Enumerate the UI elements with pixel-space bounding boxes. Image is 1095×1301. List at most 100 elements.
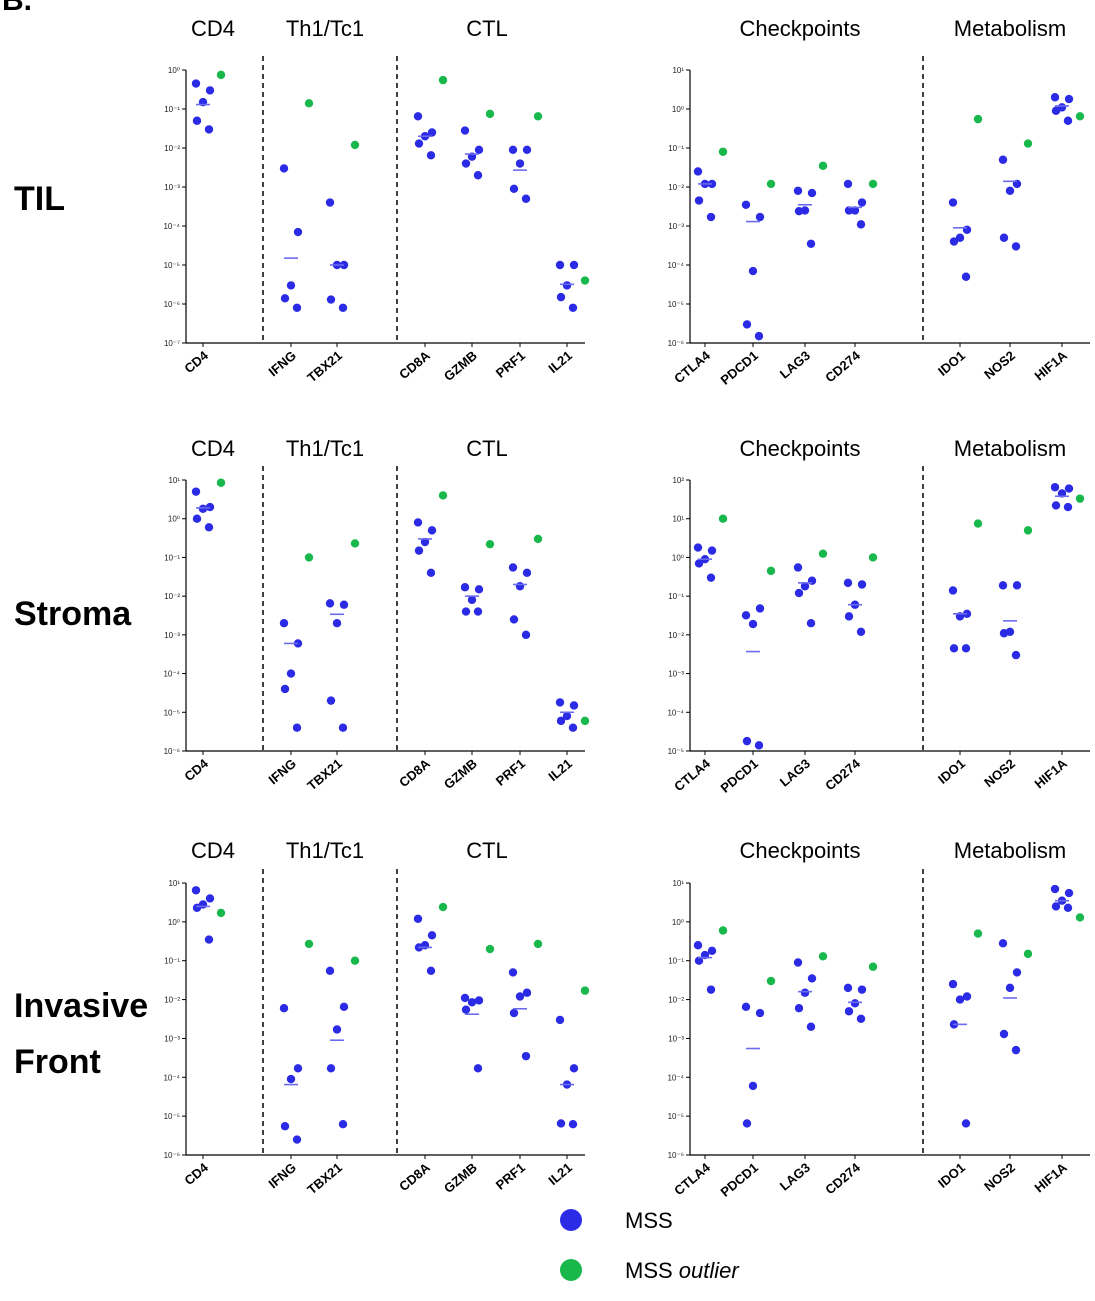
- point-mss-ifng: [279, 1003, 289, 1013]
- y-tick-label: 10⁻²: [164, 144, 180, 153]
- panel-til-right: Checkpoints Metabolism 10¹ 10⁰ 10⁻¹ 10⁻² 10⁻³ 1…: [667, 16, 1090, 388]
- point-mss-pdcd1: [742, 1119, 752, 1128]
- y-tick-label: 10⁰: [672, 105, 684, 114]
- x-tick-label: CD274: [822, 755, 863, 793]
- point-outlier-tbx21: [350, 140, 360, 150]
- point-outlier-ifng: [304, 939, 314, 949]
- y-tick-label: 10⁰: [168, 918, 180, 927]
- point-mss-ctla4: [707, 546, 717, 555]
- x-tick-label: TBX21: [304, 348, 345, 386]
- point-outlier-il21: [580, 716, 590, 726]
- point-outlier-ido1: [973, 114, 983, 124]
- point-mss-cd274: [844, 612, 854, 621]
- x-tick-label: NOS2: [981, 348, 1018, 382]
- point-mss-prf1: [522, 988, 532, 997]
- group-header: Metabolism: [954, 16, 1066, 41]
- y-tick-label: 10⁻⁶: [164, 747, 180, 756]
- point-outlier-tbx21: [350, 539, 360, 548]
- y-tick-label: 10⁻⁵: [668, 747, 684, 756]
- y-tick-label: 10¹: [672, 879, 684, 888]
- x-tick-label: CD274: [822, 1159, 863, 1197]
- point-mss-prf1: [515, 582, 525, 591]
- point-mss-pdcd1: [755, 604, 765, 613]
- point-mss-prf1: [508, 145, 518, 154]
- point-mss-ido1: [961, 1119, 971, 1128]
- point-outlier-gzmb: [485, 944, 495, 954]
- point-mss-lag3: [793, 958, 803, 967]
- x-tick-label: PRF1: [493, 348, 528, 381]
- point-mss-ctla4: [707, 946, 717, 955]
- point-mss-ctla4: [693, 941, 703, 950]
- point-mss-cd8a: [413, 914, 423, 923]
- point-mss-gzmb: [461, 1005, 471, 1014]
- x-tick-label: CD8A: [396, 1159, 433, 1194]
- point-mss-cd4: [191, 487, 201, 496]
- point-mss-ifng: [292, 303, 302, 312]
- point-mss-hif1a: [1050, 93, 1060, 102]
- x-tick-label: PRF1: [493, 1160, 528, 1193]
- y-tick-label: 10⁻²: [164, 592, 180, 601]
- point-mss-ctla4: [694, 559, 704, 568]
- x-tick-label: CD8A: [396, 347, 433, 382]
- legend-label: MSS outlier: [625, 1258, 740, 1283]
- x-tick-label: PDCD1: [718, 1160, 761, 1200]
- point-mss-tbx21: [339, 1002, 349, 1012]
- point-mss-cd8a: [414, 139, 424, 148]
- point-mss-ifng: [280, 1122, 290, 1131]
- x-tick-label: NOS2: [981, 756, 1018, 790]
- point-mss-prf1: [521, 194, 531, 203]
- point-mss-ido1: [949, 237, 959, 246]
- x-tick-label: CD4: [181, 1159, 211, 1188]
- x-tick-label: HIF1A: [1032, 1159, 1071, 1195]
- x-tick-label: IL21: [545, 1160, 575, 1188]
- x-tick-label: IFNG: [265, 1160, 298, 1191]
- point-mss-hif1a: [1051, 902, 1061, 911]
- point-mss-ido1: [955, 233, 965, 242]
- point-mss-cd274: [843, 578, 853, 588]
- point-mss-cd8a: [414, 546, 424, 555]
- point-mss-cd274: [844, 206, 854, 215]
- y-tick-label: 10⁻³: [164, 183, 180, 192]
- point-mss-gzmb: [474, 996, 484, 1005]
- point-mss-gzmb: [460, 126, 470, 135]
- point-mss-ctla4: [693, 167, 703, 176]
- point-mss-cd4: [192, 903, 202, 913]
- point-outlier-nos2: [1023, 526, 1033, 535]
- point-outlier-pdcd1: [766, 566, 776, 576]
- point-outlier-gzmb: [485, 109, 495, 119]
- panel-invasive-front-right: Checkpoints Metabolism 10¹ 10⁰ 10⁻¹ 10⁻² 10⁻³ 1…: [667, 838, 1090, 1200]
- legend: MSS MSS outlier: [560, 1208, 740, 1283]
- y-tick-label: 10⁻²: [668, 631, 684, 640]
- point-mss-cd4: [205, 502, 215, 512]
- point-mss-il21: [569, 1064, 579, 1073]
- point-mss-cd8a: [427, 931, 437, 940]
- point-mss-gzmb: [461, 607, 471, 616]
- point-mss-ctla4: [694, 196, 704, 205]
- point-mss-lag3: [793, 563, 803, 572]
- point-mss-pdcd1: [741, 1002, 751, 1012]
- point-mss-cd274: [856, 627, 866, 636]
- panel-til-left: CD4 Th1/Tc1 CTL 10⁰ 10⁻¹ 10⁻² 10⁻³ 10⁻⁴ 10⁻⁵ 10⁻⁶…: [163, 16, 590, 386]
- y-tick-label: 10⁻¹: [668, 144, 684, 153]
- point-outlier-gzmb: [485, 539, 495, 549]
- point-mss-nos2: [999, 629, 1009, 638]
- y-tick-label: 10⁻⁵: [164, 708, 180, 717]
- point-mss-cd4: [205, 86, 215, 95]
- y-tick-label: 10⁻⁴: [667, 708, 684, 717]
- group-header: Th1/Tc1: [286, 838, 364, 863]
- point-outlier-cd8a: [438, 75, 448, 85]
- point-mss-lag3: [800, 988, 810, 997]
- point-outlier-hif1a: [1075, 494, 1085, 503]
- point-mss-ifng: [292, 723, 302, 732]
- point-mss-cd274: [856, 1014, 866, 1023]
- x-tick-label: CTLA4: [671, 347, 713, 386]
- point-mss-prf1: [515, 159, 525, 168]
- point-mss-cd4: [204, 935, 214, 944]
- point-outlier-lag3: [818, 161, 828, 170]
- y-tick-label: 10⁰: [672, 553, 684, 562]
- point-mss-nos2: [1005, 983, 1015, 993]
- x-tick-label: CD8A: [396, 755, 433, 790]
- point-mss-il21: [555, 1015, 565, 1025]
- group-header: CD4: [191, 16, 235, 41]
- x-tick-label: GZMB: [441, 1160, 480, 1196]
